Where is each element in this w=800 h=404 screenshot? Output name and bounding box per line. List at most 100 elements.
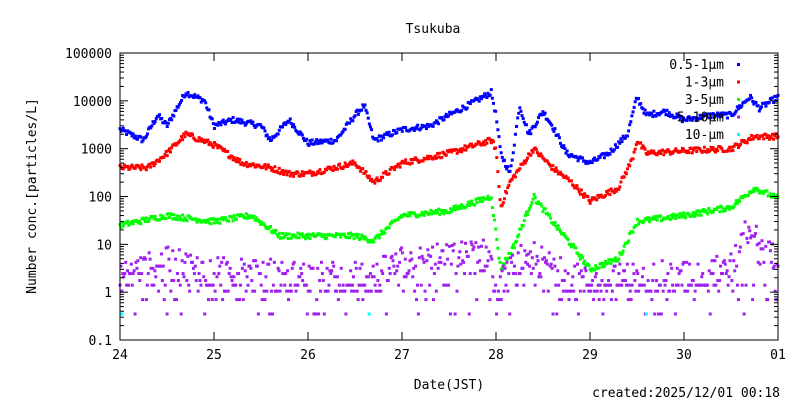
data-point (498, 145, 502, 149)
data-point (204, 279, 208, 283)
data-point (393, 168, 397, 172)
data-point (253, 218, 257, 222)
data-point (509, 256, 513, 260)
data-point (566, 272, 570, 276)
data-point (639, 102, 643, 106)
data-point (473, 203, 477, 207)
data-point (153, 269, 157, 273)
data-point (128, 167, 132, 171)
data-point (758, 107, 762, 111)
data-point (736, 298, 740, 302)
data-point (172, 114, 176, 118)
data-point (354, 164, 358, 168)
data-point (720, 114, 724, 118)
data-point (626, 241, 630, 245)
data-point (768, 134, 772, 138)
data-point (170, 146, 174, 150)
data-point (333, 275, 337, 279)
data-point (281, 231, 285, 235)
y-tick-label: 0.1 (89, 334, 112, 349)
data-point (164, 150, 168, 154)
data-point (252, 163, 256, 167)
data-point (534, 262, 538, 266)
data-point (420, 210, 424, 214)
data-point (363, 283, 367, 287)
data-point (512, 143, 516, 147)
data-point (231, 219, 235, 223)
data-point (549, 262, 553, 266)
data-point (553, 127, 557, 131)
legend-marker (737, 63, 740, 66)
data-point (167, 147, 171, 151)
data-point (413, 127, 417, 131)
data-point (735, 143, 739, 147)
data-point (243, 162, 247, 166)
data-point (481, 238, 485, 242)
data-point (356, 298, 360, 302)
data-point (746, 241, 750, 245)
data-point (640, 275, 644, 279)
data-point (249, 119, 253, 123)
data-point (725, 269, 729, 273)
legend-marker (737, 133, 740, 136)
data-point (158, 264, 162, 268)
data-point (558, 298, 562, 302)
data-point (578, 257, 582, 261)
data-point (148, 217, 152, 221)
data-point (452, 242, 456, 246)
y-tick-label: 100000 (65, 47, 112, 62)
data-point (735, 201, 739, 205)
data-point (125, 283, 129, 287)
data-point (225, 260, 229, 264)
data-point (636, 272, 640, 276)
data-point (132, 269, 136, 273)
data-point (515, 170, 519, 174)
data-point (698, 210, 702, 214)
data-point (329, 137, 333, 141)
data-point (390, 133, 394, 137)
data-point (580, 156, 584, 160)
data-point (476, 97, 480, 101)
data-point (255, 264, 259, 268)
data-point (256, 312, 260, 316)
data-point (243, 269, 247, 273)
data-point (515, 239, 519, 243)
data-point (461, 259, 465, 263)
data-point (516, 116, 520, 120)
data-point (148, 162, 152, 166)
data-point (502, 197, 506, 201)
data-point (144, 216, 148, 220)
data-point (246, 283, 250, 287)
data-point (622, 244, 626, 248)
data-point (518, 167, 522, 171)
data-point (130, 283, 134, 287)
data-point (671, 283, 675, 287)
data-point (428, 283, 432, 287)
data-point (364, 170, 368, 174)
data-point (450, 150, 454, 154)
data-point (583, 266, 587, 270)
data-point (478, 95, 482, 99)
data-point (188, 134, 192, 138)
data-point (258, 272, 262, 276)
data-point (721, 260, 725, 264)
data-point (760, 239, 764, 243)
data-point (198, 139, 202, 143)
data-point (437, 122, 441, 126)
data-point (166, 245, 170, 249)
data-point (442, 283, 446, 287)
data-point (232, 214, 236, 218)
plot-points (118, 88, 780, 316)
data-point (432, 272, 436, 276)
data-point (367, 174, 371, 178)
data-point (640, 283, 644, 287)
data-point (357, 283, 361, 287)
data-point (533, 196, 537, 200)
data-point (607, 188, 611, 192)
data-point (341, 130, 345, 134)
data-point (763, 101, 767, 105)
data-point (215, 143, 219, 147)
data-point (771, 132, 775, 136)
data-point (152, 164, 156, 168)
data-point (360, 262, 364, 266)
